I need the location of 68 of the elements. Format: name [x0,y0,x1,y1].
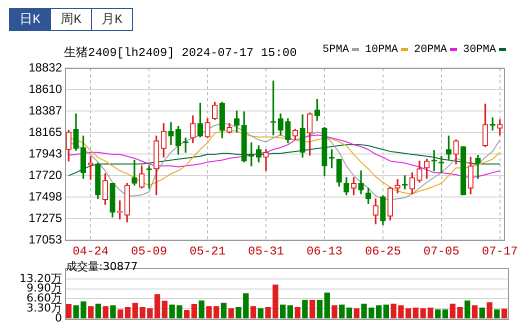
x-tick-label: 05-21 [190,244,226,258]
x-tick-label: 05-09 [131,244,168,258]
bar [501,308,508,318]
x-tick-label: 05-31 [248,244,284,258]
bar [118,309,124,318]
text: 周K [51,8,92,31]
text: 月K [92,8,133,31]
bar [376,305,382,318]
y-tick-label: 18610 [28,82,62,96]
bar [486,302,492,318]
x-tick-label: 06-25 [364,244,401,258]
chart-title: 成交量:30877 [66,260,139,273]
bar [66,304,72,318]
legend-label: 30PMA [462,44,497,56]
bar [412,308,419,318]
bar [110,305,116,318]
bar [220,302,227,318]
x-tick-label: 07-17 [482,244,518,258]
bar [88,306,94,318]
bar [324,292,330,318]
candlestick [263,149,269,172]
y-tick-label: 18387 [28,103,62,118]
bar [95,304,102,318]
legend-label: 10PMA [364,44,399,56]
y-tick-label: 18832 [28,60,62,75]
bar [250,306,256,318]
bar [124,307,131,318]
bar [258,308,264,318]
text: 日K [9,8,51,31]
bar [280,304,286,318]
bar [346,308,352,318]
bar [435,309,441,318]
y-tick-label: 17943 [28,146,62,160]
y-tick-label: 18165 [28,124,62,139]
bar [102,306,108,318]
y-tick-label: 17275 [28,210,62,225]
bar [191,304,198,318]
bar [228,308,234,318]
bar [154,294,160,318]
bar [442,309,448,318]
bar [294,307,300,318]
chart-title: 生猪2409[lh2409] 2024-07-17 15:00 [64,45,297,61]
x-tick-label: 07-05 [423,244,460,258]
bar [354,308,360,318]
bar [287,305,294,318]
bar [383,304,390,318]
bar [162,300,168,318]
bar [464,300,470,318]
candlestick [168,122,174,146]
y-tick-label: 17498 [28,189,62,204]
candlestick [475,154,481,179]
bar [494,309,500,318]
x-tick-label: 06-13 [306,244,342,258]
legend-label: 5PMA [322,44,350,56]
y-tick-label: 17720 [28,168,62,182]
x-tick-label: 04-24 [72,244,109,258]
bar [198,300,204,318]
bar [339,304,345,318]
bar [479,308,485,318]
bar [316,300,323,318]
bar [472,305,478,318]
y-tick-label: 17053 [28,232,62,246]
candlestick [394,179,400,194]
bar [302,300,308,318]
bar [310,300,316,318]
bar [332,305,338,318]
bar [184,310,190,318]
legend-label: 20PMA [414,44,448,56]
